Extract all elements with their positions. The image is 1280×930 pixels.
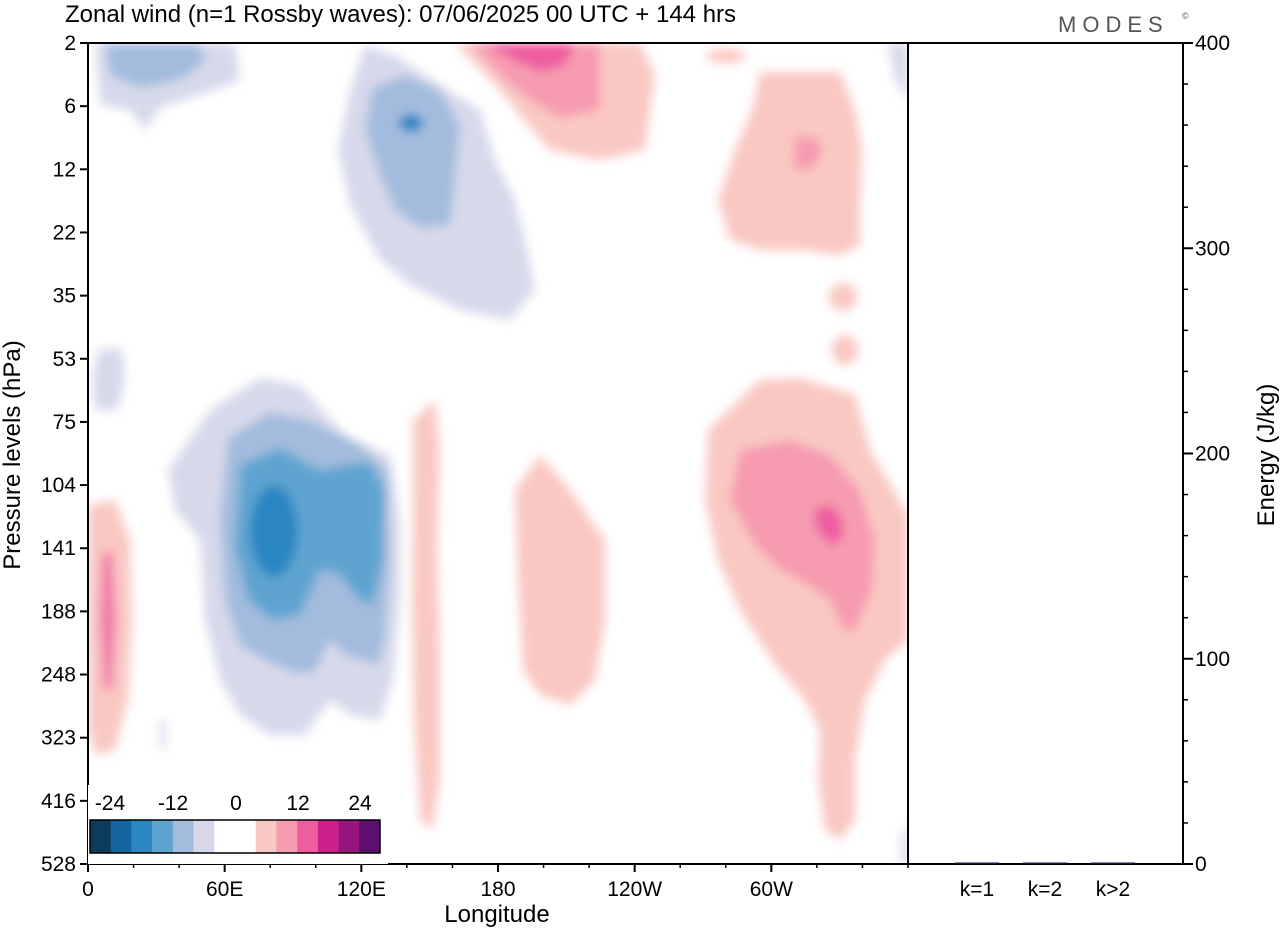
pos-region-lower-strip (412, 400, 440, 830)
colorbar-tick-label: 24 (348, 792, 372, 815)
neg-region-lower-main-max (250, 485, 298, 577)
y-tick-label: 2 (64, 32, 76, 55)
y-tick-label: 416 (41, 790, 76, 813)
colorbar-cell (90, 820, 112, 853)
x-tick-label: 60E (206, 878, 243, 901)
y-tick-label: 6 (64, 95, 76, 118)
chart-title: Zonal wind (n=1 Rossby waves): 07/06/202… (65, 1, 736, 28)
pos-blip-35 (829, 283, 857, 311)
colorbar-cell (338, 820, 360, 853)
colorbar-cell (276, 820, 298, 853)
colorbar-cell (255, 820, 277, 853)
pos-region-upper-right (718, 72, 862, 255)
y-tick-label: 53 (53, 348, 76, 371)
energy-axis-label: Energy (J/kg) (1253, 384, 1280, 527)
energy-tick-label: 100 (1195, 648, 1230, 671)
colorbar-tick-label: -12 (158, 792, 188, 815)
energy-category-label: k>2 (1096, 878, 1130, 901)
energy-tick-label: 200 (1195, 443, 1230, 466)
colorbar-tick-label: -24 (95, 792, 126, 815)
pos-region-lower-mid (515, 455, 605, 705)
neg-region-upper-mid-max (399, 114, 423, 132)
y-tick-label: 12 (53, 158, 76, 181)
y-tick-label: 528 (41, 853, 76, 876)
pos-blip-top (706, 49, 746, 63)
neg-region-upper-mid-core (365, 75, 460, 228)
colorbar-cell (172, 820, 194, 853)
colorbar-cell (317, 820, 339, 853)
pos-region-upper-right-core (793, 135, 822, 170)
energy-tick-label: 300 (1195, 237, 1230, 260)
colorbar-tick-label: 12 (286, 792, 309, 815)
y-tick-label: 22 (53, 221, 76, 244)
x-tick-label: 120W (607, 878, 662, 901)
colorbar-cell (297, 820, 319, 853)
colorbar-cell (131, 820, 153, 853)
colorbar: -24 -12 0 12 24 (88, 785, 388, 864)
colorbar-cell (152, 820, 174, 853)
colorbar-cell (235, 820, 257, 853)
x-tick-label: 120E (337, 878, 386, 901)
y-tick-label: 188 (41, 600, 76, 623)
energy-bars (955, 862, 1135, 864)
energy-bar (1091, 862, 1135, 864)
colorbar-cell (359, 820, 381, 853)
x-tick-label: 60W (750, 878, 793, 901)
colorbar-cell (110, 820, 132, 853)
colorbar-cell (214, 820, 236, 853)
colorbar-frame (89, 819, 381, 854)
neg-region-left-strip (92, 348, 125, 410)
y-tick-label: 35 (53, 285, 76, 308)
x-tick-label: 180 (480, 878, 515, 901)
axis-ticks (80, 42, 1193, 872)
logo-mark: © (1182, 11, 1189, 21)
energy-tick-label: 400 (1195, 32, 1230, 55)
energy-tick-label: 0 (1195, 853, 1207, 876)
energy-bar (955, 862, 999, 864)
colorbar-cell (193, 820, 215, 853)
x-axis-label: Longitude (444, 901, 549, 928)
pos-blip-53 (832, 335, 858, 365)
neg-region-upper-left-core (105, 43, 205, 88)
energy-plot-frame (907, 42, 1184, 865)
contour-field (88, 43, 908, 864)
modes-logo: MODES (1058, 12, 1169, 37)
colorbar-tick-label: 0 (230, 792, 242, 815)
x-tick-label: 0 (82, 878, 94, 901)
pos-region-lower-right-core (730, 440, 875, 632)
y-tick-label: 323 (41, 727, 76, 750)
y-tick-label: 141 (41, 537, 76, 560)
pos-region-lower-left-core (100, 550, 116, 690)
energy-bar (1023, 862, 1067, 864)
pos-region-lower-right-max (815, 505, 843, 545)
pos-region-upper-mid-max (485, 43, 575, 72)
y-tick-label: 104 (41, 474, 76, 497)
energy-category-label: k=2 (1028, 878, 1062, 901)
y-tick-label: 75 (53, 411, 76, 434)
y-tick-label: 248 (41, 664, 76, 687)
pos-region-upper-mid-core (470, 43, 600, 118)
energy-category-label: k=1 (960, 878, 994, 901)
y-axis-label: Pressure levels (hPa) (0, 340, 26, 569)
